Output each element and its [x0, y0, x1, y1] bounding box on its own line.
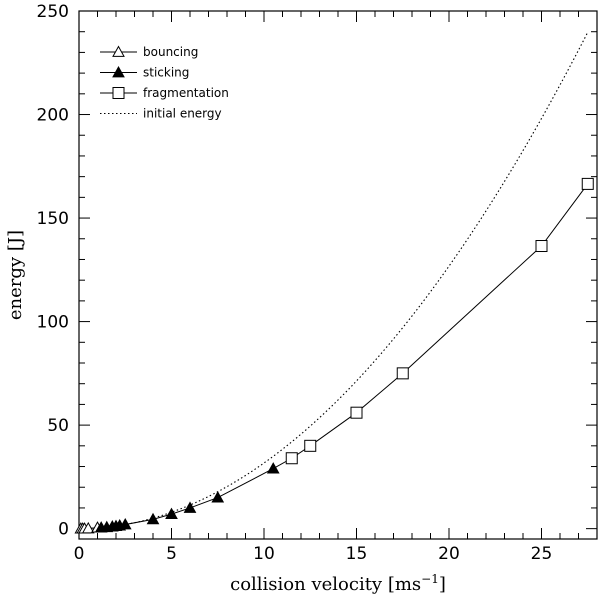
legend-label: fragmentation	[143, 86, 229, 100]
sticking-point	[165, 507, 178, 520]
legend-entry-initial-energy: initial energy	[100, 107, 222, 121]
sticking-point	[266, 462, 280, 474]
legend-marker	[112, 65, 125, 78]
sticking-point	[211, 491, 225, 503]
legend-marker	[112, 45, 125, 57]
x-tick-label: 5	[166, 544, 177, 564]
measured-energy-line	[80, 183, 589, 530]
y-axis-title: energy [J]	[5, 230, 26, 320]
sticking-point	[146, 512, 160, 525]
y-tick-label: 150	[37, 209, 69, 229]
x-tick-label: 0	[74, 544, 85, 564]
x-tick-label: 20	[438, 544, 460, 564]
legend-entry-fragmentation: fragmentation	[100, 86, 229, 100]
y-tick-label: 50	[47, 416, 69, 436]
legend-entry-bouncing: bouncing	[100, 45, 198, 59]
y-tick-label: 0	[58, 520, 69, 540]
legend-label: sticking	[143, 66, 189, 80]
sticking-point	[183, 501, 197, 513]
legend-marker	[112, 87, 125, 99]
fragmentation-point	[285, 452, 298, 465]
legend-label: bouncing	[143, 45, 198, 59]
x-tick-label: 25	[531, 544, 553, 564]
x-tick-label: 15	[346, 544, 368, 564]
y-tick-label: 100	[37, 313, 69, 333]
fragmentation-point	[396, 367, 409, 380]
fragmentation-point	[304, 439, 317, 452]
sticking-point	[118, 517, 132, 530]
x-tick-label: 10	[253, 544, 275, 564]
y-tick-label: 200	[37, 106, 69, 126]
x-axis-title: collision velocity [ms−1]	[230, 572, 446, 595]
series-layer	[74, 32, 594, 534]
legend-entry-sticking: sticking	[100, 66, 189, 80]
fragmentation-point	[535, 240, 548, 253]
fragmentation-point	[350, 406, 363, 419]
fragmentation-point	[581, 177, 594, 190]
initial-energy-curve	[78, 32, 589, 530]
y-tick-label: 250	[37, 2, 69, 22]
bouncing-point	[81, 521, 95, 534]
legend-label: initial energy	[143, 107, 222, 121]
legend: bouncing sticking fragmentation initial ene…	[100, 45, 229, 121]
